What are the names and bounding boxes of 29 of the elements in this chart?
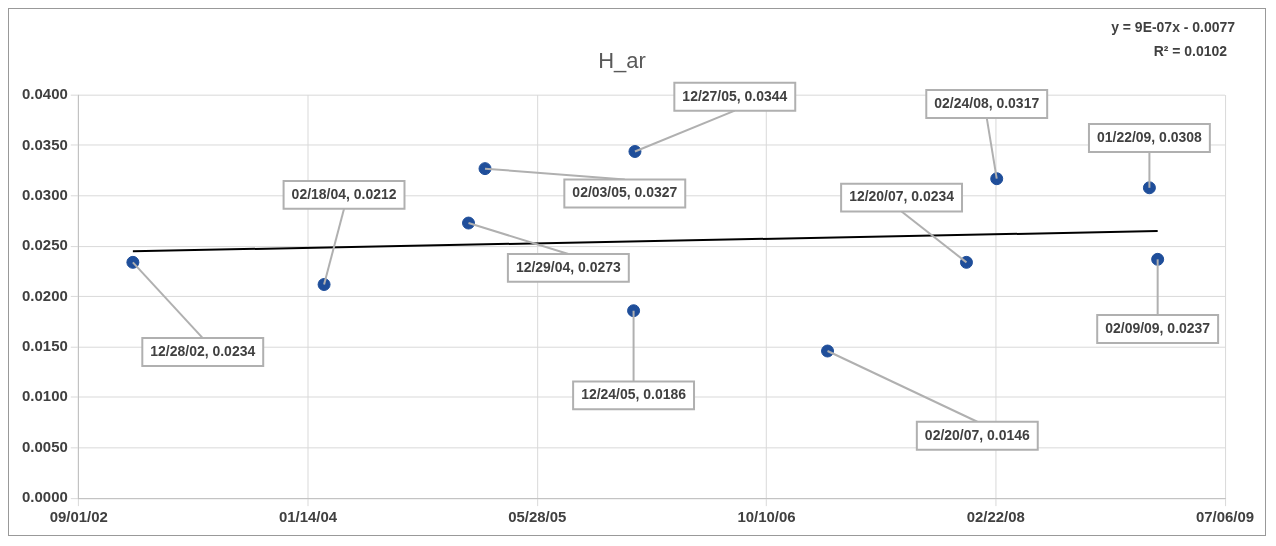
x-tick-label: 07/06/09	[1195, 508, 1255, 526]
x-tick-label: 09/01/02	[49, 508, 108, 526]
y-tick-label: 0.0050	[22, 437, 68, 455]
data-label: 02/03/05, 0.0327	[572, 184, 678, 201]
data-label: 12/24/05, 0.0186	[581, 386, 687, 403]
y-tick-label: 0.0150	[22, 337, 68, 355]
chart-title: H_ar	[598, 48, 646, 74]
data-label: 12/29/04, 0.0273	[515, 258, 622, 275]
data-label: 12/27/05, 0.0344	[682, 87, 788, 104]
data-label: 02/18/04, 0.0212	[291, 185, 397, 202]
x-tick-label: 01/14/04	[278, 508, 338, 526]
y-tick-label: 0.0350	[22, 135, 68, 153]
data-label: 02/20/07, 0.0146	[924, 426, 1030, 443]
y-tick-label: 0.0000	[22, 488, 68, 506]
y-tick-label: 0.0400	[22, 85, 68, 103]
data-label: 12/20/07, 0.0234	[849, 188, 955, 205]
x-tick-label: 05/28/05	[508, 508, 567, 526]
y-tick-label: 0.0200	[22, 286, 68, 304]
x-tick-label: 02/22/08	[966, 508, 1025, 526]
y-tick-label: 0.0250	[22, 236, 68, 254]
x-tick-label: 10/10/06	[737, 508, 796, 526]
y-tick-label: 0.0300	[22, 185, 68, 203]
data-label: 12/28/02, 0.0234	[150, 342, 256, 359]
data-label: 02/09/09, 0.0237	[1105, 319, 1211, 336]
data-label: 01/22/09, 0.0308	[1096, 128, 1203, 145]
y-tick-label: 0.0100	[22, 387, 68, 405]
text: R² = 0.0102	[1153, 42, 1228, 59]
data-label: 02/24/08, 0.0317	[934, 94, 1040, 111]
text: y = 9E-07x - 0.0077	[1111, 18, 1236, 35]
